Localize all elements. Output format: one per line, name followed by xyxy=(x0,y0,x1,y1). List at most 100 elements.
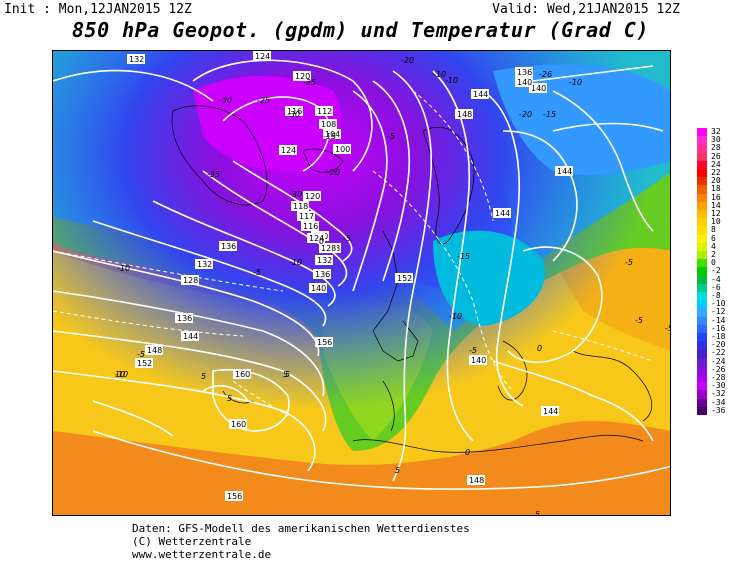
legend-label: -8 xyxy=(711,291,721,300)
svg-text:144: 144 xyxy=(557,167,572,176)
svg-text:148: 148 xyxy=(147,346,162,355)
isotherm-label: -20 xyxy=(327,168,340,177)
svg-text:117: 117 xyxy=(299,212,314,221)
svg-text:148: 148 xyxy=(457,110,472,119)
legend-label: 4 xyxy=(711,241,716,251)
contour-label: 152 xyxy=(395,273,413,283)
contour-label: 100 xyxy=(333,144,351,154)
isotherm-label: -5 xyxy=(343,234,351,243)
contour-label: 144 xyxy=(471,89,489,99)
isotherm-label: 5 xyxy=(535,510,540,516)
isotherm-label: 0 xyxy=(319,237,324,246)
valid-time-label: Valid: Wed,21JAN2015 12Z xyxy=(492,2,680,17)
legend-label: -32 xyxy=(711,389,726,399)
svg-text:124: 124 xyxy=(281,146,296,155)
svg-text:148: 148 xyxy=(469,476,484,485)
legend-swatch xyxy=(697,185,707,194)
credit-data-source: Daten: GFS-Modell des amerikanischen Wet… xyxy=(132,522,470,535)
legend-label: 18 xyxy=(711,184,721,194)
legend-swatch xyxy=(697,316,707,325)
svg-text:132: 132 xyxy=(317,256,332,265)
svg-text:144: 144 xyxy=(495,209,510,218)
legend-swatch xyxy=(697,152,707,161)
legend-label: 22 xyxy=(711,168,721,177)
legend-label: 14 xyxy=(711,200,721,210)
contour-label: 108 xyxy=(319,119,337,129)
svg-text:160: 160 xyxy=(235,370,250,379)
isotherm-label: -10 xyxy=(289,258,302,267)
legend-label: -16 xyxy=(711,323,726,333)
svg-text:116: 116 xyxy=(287,107,302,116)
legend-label: -12 xyxy=(711,307,726,317)
contour-label: 104 xyxy=(323,129,341,139)
legend-label: -4 xyxy=(711,274,721,284)
contour-label: 128 xyxy=(181,275,199,285)
isotherm-label: -10 xyxy=(117,264,130,273)
legend-label: -26 xyxy=(711,364,726,374)
legend-swatch xyxy=(697,275,707,284)
legend-label: -28 xyxy=(711,373,726,382)
legend-swatch xyxy=(697,333,707,342)
weather-map: 132 124 120 116 112 108 104 100 124 136 … xyxy=(52,50,671,516)
isotherm-label: -10 xyxy=(115,370,128,379)
legend-label: 2 xyxy=(711,250,716,259)
contour-label: 140 xyxy=(309,283,327,293)
legend-swatch xyxy=(697,349,707,358)
isotherm-label: -20 xyxy=(519,110,532,119)
legend-label: 28 xyxy=(711,143,721,153)
isotherm-label: -35 xyxy=(207,170,220,179)
legend-swatch xyxy=(697,259,707,268)
isotherm-label: -15 xyxy=(543,110,556,119)
isotherm-label: -5 xyxy=(635,316,643,325)
svg-text:140: 140 xyxy=(311,284,326,293)
contour-label: 132 xyxy=(315,255,333,265)
isotherm-label: -10 xyxy=(433,70,446,79)
svg-text:128: 128 xyxy=(183,276,198,285)
contour-label: 136 xyxy=(313,269,331,279)
legend-label: 0 xyxy=(711,258,716,268)
legend-label: -20 xyxy=(711,340,726,350)
legend-swatch xyxy=(697,251,707,260)
isotherm-label: 0 xyxy=(465,448,470,457)
legend-swatch xyxy=(697,300,707,309)
contour-label: 140 xyxy=(515,77,533,87)
legend-label: 20 xyxy=(711,176,721,186)
svg-text:120: 120 xyxy=(305,192,320,201)
isotherm-label: -10 xyxy=(569,78,582,87)
legend-label: 12 xyxy=(711,209,721,218)
isotherm-label: -10 xyxy=(449,312,462,321)
legend-swatch xyxy=(697,406,707,415)
legend-label: 6 xyxy=(711,233,716,243)
svg-text:156: 156 xyxy=(227,492,242,501)
contour-label: 136 xyxy=(175,313,193,323)
isotherm-label: -30 xyxy=(287,110,300,119)
legend-swatch xyxy=(697,242,707,251)
isotherm-label: 5 xyxy=(395,466,400,475)
legend-swatch xyxy=(697,234,707,243)
svg-text:136: 136 xyxy=(177,314,192,323)
legend-swatch xyxy=(697,218,707,227)
coastlines xyxy=(171,105,652,453)
contour-label: 160 xyxy=(229,419,247,429)
svg-text:132: 132 xyxy=(197,260,212,269)
legend-swatch xyxy=(697,136,707,145)
isotherm-label: -5 xyxy=(665,324,671,333)
svg-text:116: 116 xyxy=(303,222,318,231)
legend-label: -34 xyxy=(711,397,726,407)
svg-text:128: 128 xyxy=(321,244,336,253)
legend-label: 30 xyxy=(711,135,721,145)
legend-label: -24 xyxy=(711,356,726,366)
map-canvas: 132 124 120 116 112 108 104 100 124 136 … xyxy=(53,51,671,516)
legend-swatch xyxy=(697,292,707,301)
contour-label: 144 xyxy=(555,166,573,176)
svg-text:140: 140 xyxy=(517,78,532,87)
isotherm-label: 5 xyxy=(201,372,206,381)
legend-swatch xyxy=(697,324,707,333)
contour-label: 152 xyxy=(135,358,153,368)
svg-text:136: 136 xyxy=(517,68,532,77)
contour-label: 124 xyxy=(279,145,297,155)
isotherm-label: -5 xyxy=(469,346,477,355)
svg-text:120: 120 xyxy=(295,72,310,81)
legend-swatch xyxy=(697,267,707,276)
contour-label: 148 xyxy=(467,475,485,485)
